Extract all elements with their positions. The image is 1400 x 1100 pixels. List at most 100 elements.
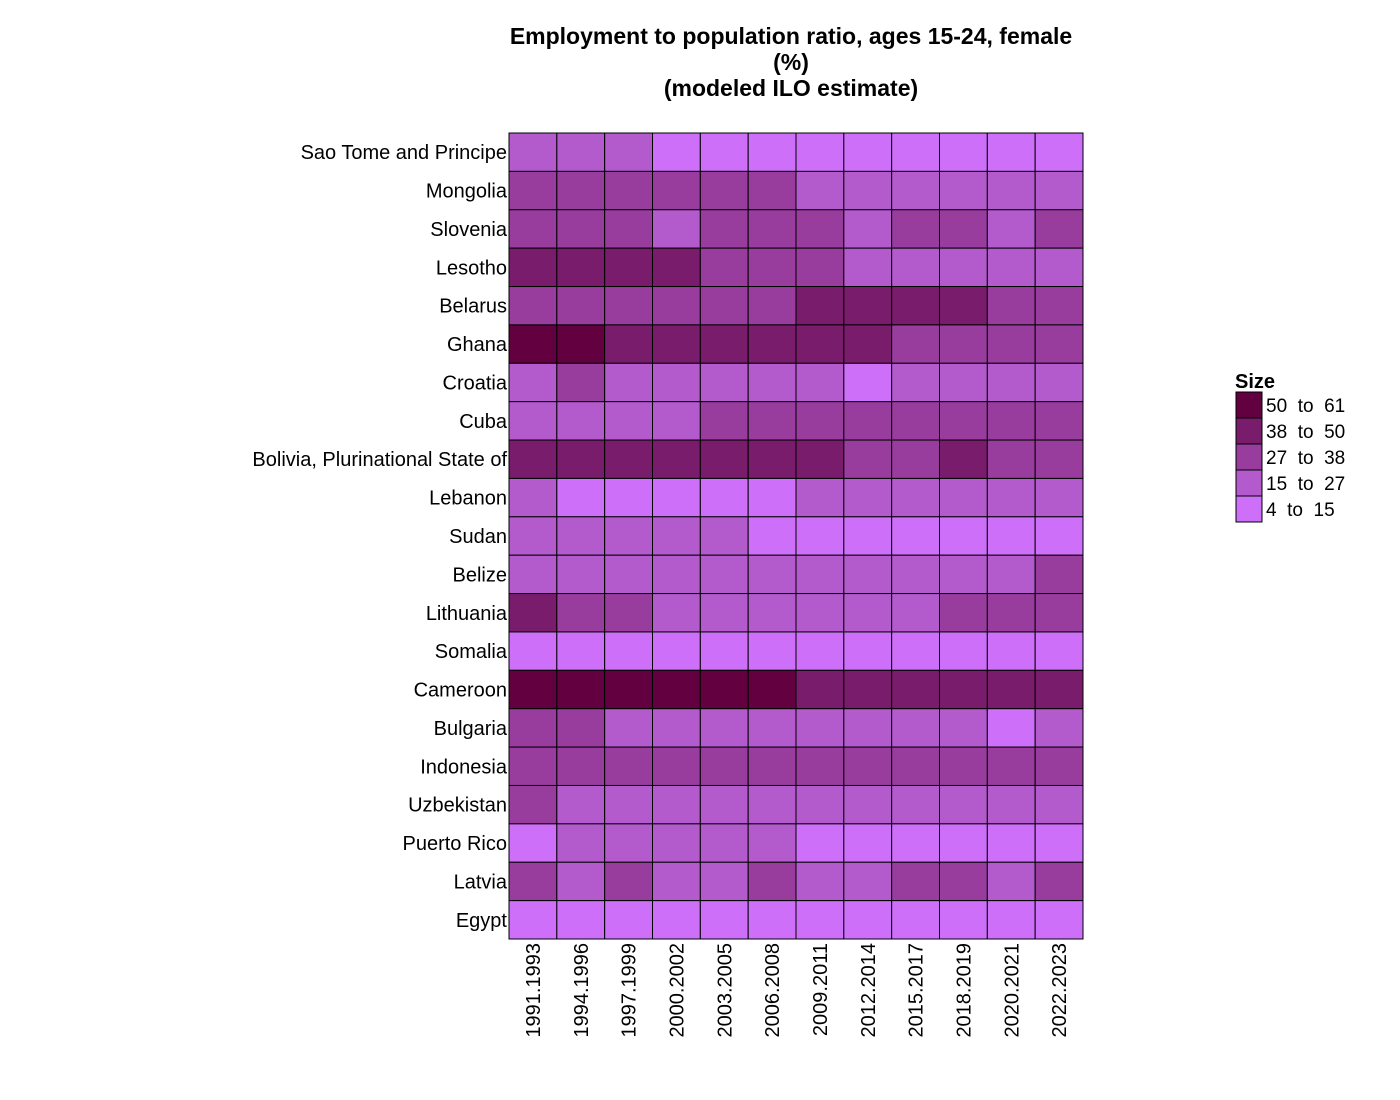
heatmap-cell: [652, 401, 701, 441]
heatmap-cell: [699, 209, 749, 249]
heatmap-cell: [843, 554, 893, 595]
row-label: Puerto Rico: [403, 833, 508, 855]
heatmap-cell: [986, 746, 1036, 786]
heatmap-cell: [843, 631, 893, 671]
heatmap-cell: [699, 247, 749, 288]
heatmap-cell: [652, 669, 701, 710]
heatmap-cell: [843, 170, 893, 211]
legend-label: 15 to 27: [1266, 474, 1345, 495]
heatmap-cell: [747, 593, 797, 633]
column-labels: 1991.1993 1994.1996 1997.1999 2000.2002 2003…: [523, 943, 1071, 1038]
heatmap-cell: [1034, 746, 1084, 786]
heatmap-cell: [939, 669, 988, 710]
heatmap-cell: [652, 516, 701, 556]
legend-title: Size: [1235, 371, 1275, 393]
heatmap-cell: [556, 593, 606, 633]
chart-title-line-1: Employment to population ratio, ages 15-…: [510, 23, 1072, 49]
heatmap-cell: [843, 823, 893, 863]
heatmap-cell: [699, 631, 749, 671]
legend-swatch: [1235, 469, 1263, 497]
heatmap-cell: [795, 324, 845, 364]
heatmap-cell: [604, 247, 653, 288]
heatmap-cell: [508, 516, 558, 556]
heatmap-cell: [508, 900, 558, 940]
heatmap-cell: [652, 708, 701, 748]
heatmap-cell: [986, 209, 1036, 249]
chart-title-line-3: (modeled ILO estimate): [664, 75, 918, 101]
heatmap-cell: [939, 247, 988, 288]
heatmap-cell: [843, 362, 893, 403]
heatmap-cell: [699, 439, 749, 479]
heatmap-cell: [843, 439, 893, 479]
heatmap-cell: [699, 593, 749, 633]
heatmap-cell: [843, 286, 893, 326]
row-label: Lithuania: [426, 603, 508, 625]
heatmap-cell: [891, 746, 940, 786]
heatmap-cell: [939, 861, 988, 902]
heatmap-cell: [747, 286, 797, 326]
heatmap-cell: [747, 784, 797, 825]
heatmap-cell: [508, 362, 558, 403]
legend-swatch: [1235, 495, 1263, 523]
column-label: 2018.2019: [953, 943, 975, 1038]
heatmap-cell: [604, 401, 653, 441]
heatmap-cell: [556, 823, 606, 863]
heatmap-cell: [604, 209, 653, 249]
heatmap-cell: [1034, 247, 1084, 288]
heatmap-cell: [1034, 324, 1084, 364]
chart-title: Employment to population ratio, ages 15-…: [510, 23, 1072, 101]
heatmap-cell: [891, 477, 940, 518]
heatmap-cell: [747, 516, 797, 556]
heatmap-cell: [891, 708, 940, 748]
heatmap-cell: [652, 324, 701, 364]
heatmap-cell: [699, 784, 749, 825]
column-label: 2012.2014: [858, 943, 880, 1038]
heatmap-cell: [604, 708, 653, 748]
heatmap-cell: [986, 900, 1036, 940]
heatmap-cell: [747, 401, 797, 441]
heatmap-cell: [939, 746, 988, 786]
heatmap-cell: [604, 900, 653, 940]
heatmap-cell: [699, 170, 749, 211]
heatmap-cell: [939, 286, 988, 326]
heatmap-cell: [1034, 516, 1084, 556]
heatmap-cell: [795, 746, 845, 786]
heatmap-cell: [604, 823, 653, 863]
heatmap-cell: [939, 900, 988, 940]
heatmap-cell: [508, 439, 558, 479]
heatmap-cell: [652, 477, 701, 518]
heatmap-cell: [556, 861, 606, 902]
heatmap-cell: [891, 669, 940, 710]
row-label: Somalia: [435, 641, 508, 663]
heatmap-cell: [556, 324, 606, 364]
heatmap-cell: [986, 823, 1036, 863]
heatmap-cell: [891, 861, 940, 902]
heatmap-cell: [986, 401, 1036, 441]
heatmap-cell: [939, 132, 988, 172]
heatmap-cell: [986, 784, 1036, 825]
heatmap-cell: [891, 362, 940, 403]
heatmap-cell: [939, 516, 988, 556]
heatmap-cell: [843, 669, 893, 710]
heatmap-cell: [986, 477, 1036, 518]
heatmap-cell: [652, 247, 701, 288]
heatmap-cell: [699, 554, 749, 595]
heatmap-cell: [652, 900, 701, 940]
heatmap-cell: [1034, 132, 1084, 172]
heatmap-cell: [699, 362, 749, 403]
heatmap-cell: [652, 170, 701, 211]
heatmap-cell: [891, 132, 940, 172]
heatmap-cell: [699, 708, 749, 748]
heatmap-cell: [604, 170, 653, 211]
heatmap-cell: [891, 823, 940, 863]
heatmap-cell: [1034, 861, 1084, 902]
heatmap-cell: [652, 823, 701, 863]
heatmap-cell: [939, 170, 988, 211]
row-label: Belarus: [439, 296, 507, 318]
column-label: 2020.2021: [1001, 943, 1023, 1038]
heatmap-cell: [747, 746, 797, 786]
heatmap-cell: [891, 784, 940, 825]
heatmap-cell: [795, 708, 845, 748]
heatmap-cell: [556, 209, 606, 249]
row-label: Egypt: [456, 910, 508, 932]
